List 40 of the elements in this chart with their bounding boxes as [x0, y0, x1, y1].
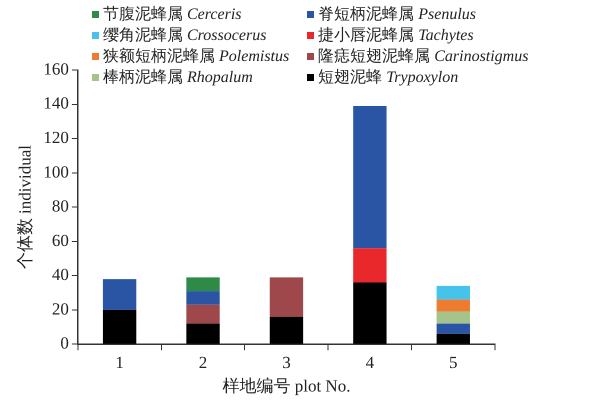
- bar: [186, 304, 220, 324]
- bar: [353, 282, 387, 344]
- bar: [270, 316, 304, 344]
- legend-label: 节腹泥蜂属 Cerceris: [103, 6, 242, 23]
- bar: [436, 334, 470, 344]
- y-tick-label: 40: [52, 265, 69, 284]
- bar: [353, 248, 387, 283]
- y-tick-label: 100: [43, 162, 69, 182]
- legend-label: 捷小唇泥蜂属 Tachytes: [318, 27, 474, 44]
- bar: [436, 324, 470, 334]
- y-tick-label: 20: [52, 299, 69, 318]
- bar: [436, 286, 470, 300]
- y-tick-label: 80: [52, 196, 69, 216]
- x-tick-label: 5: [449, 352, 458, 372]
- x-axis-title: 样地编号 plot No.: [222, 376, 350, 396]
- legend-label: 隆痣短翅泥蜂属 Carinostigmus: [318, 48, 528, 65]
- legend-label: 棒柄泥蜂属 Rhopalum: [103, 69, 253, 86]
- bar: [102, 310, 136, 344]
- bar: [186, 324, 220, 344]
- bar: [102, 279, 136, 310]
- y-tick-label: 0: [60, 334, 69, 353]
- y-axis-title: 个体数 individual: [16, 144, 35, 270]
- bar: [186, 291, 220, 305]
- bar: [436, 312, 470, 324]
- bar: [186, 277, 220, 292]
- y-tick-label: 120: [43, 128, 69, 148]
- x-tick-label: 3: [282, 352, 291, 372]
- y-tick-label: 160: [43, 59, 69, 78]
- legend-label: 短翅泥蜂 Trypoxylon: [318, 69, 458, 86]
- y-tick-label: 60: [52, 230, 69, 250]
- legend-label: 缨角泥蜂属 Crossocerus: [103, 27, 266, 44]
- x-tick-label: 4: [366, 352, 375, 372]
- y-tick-label: 140: [43, 94, 69, 113]
- legend-label: 脊短柄泥蜂属 Psenulus: [318, 6, 476, 23]
- x-tick-label: 2: [198, 352, 208, 372]
- bar: [270, 277, 304, 317]
- legend-label: 狭额短柄泥蜂属 Polemistus: [103, 48, 290, 65]
- x-tick-label: 1: [115, 352, 124, 372]
- bar: [436, 300, 470, 312]
- bar: [353, 106, 387, 248]
